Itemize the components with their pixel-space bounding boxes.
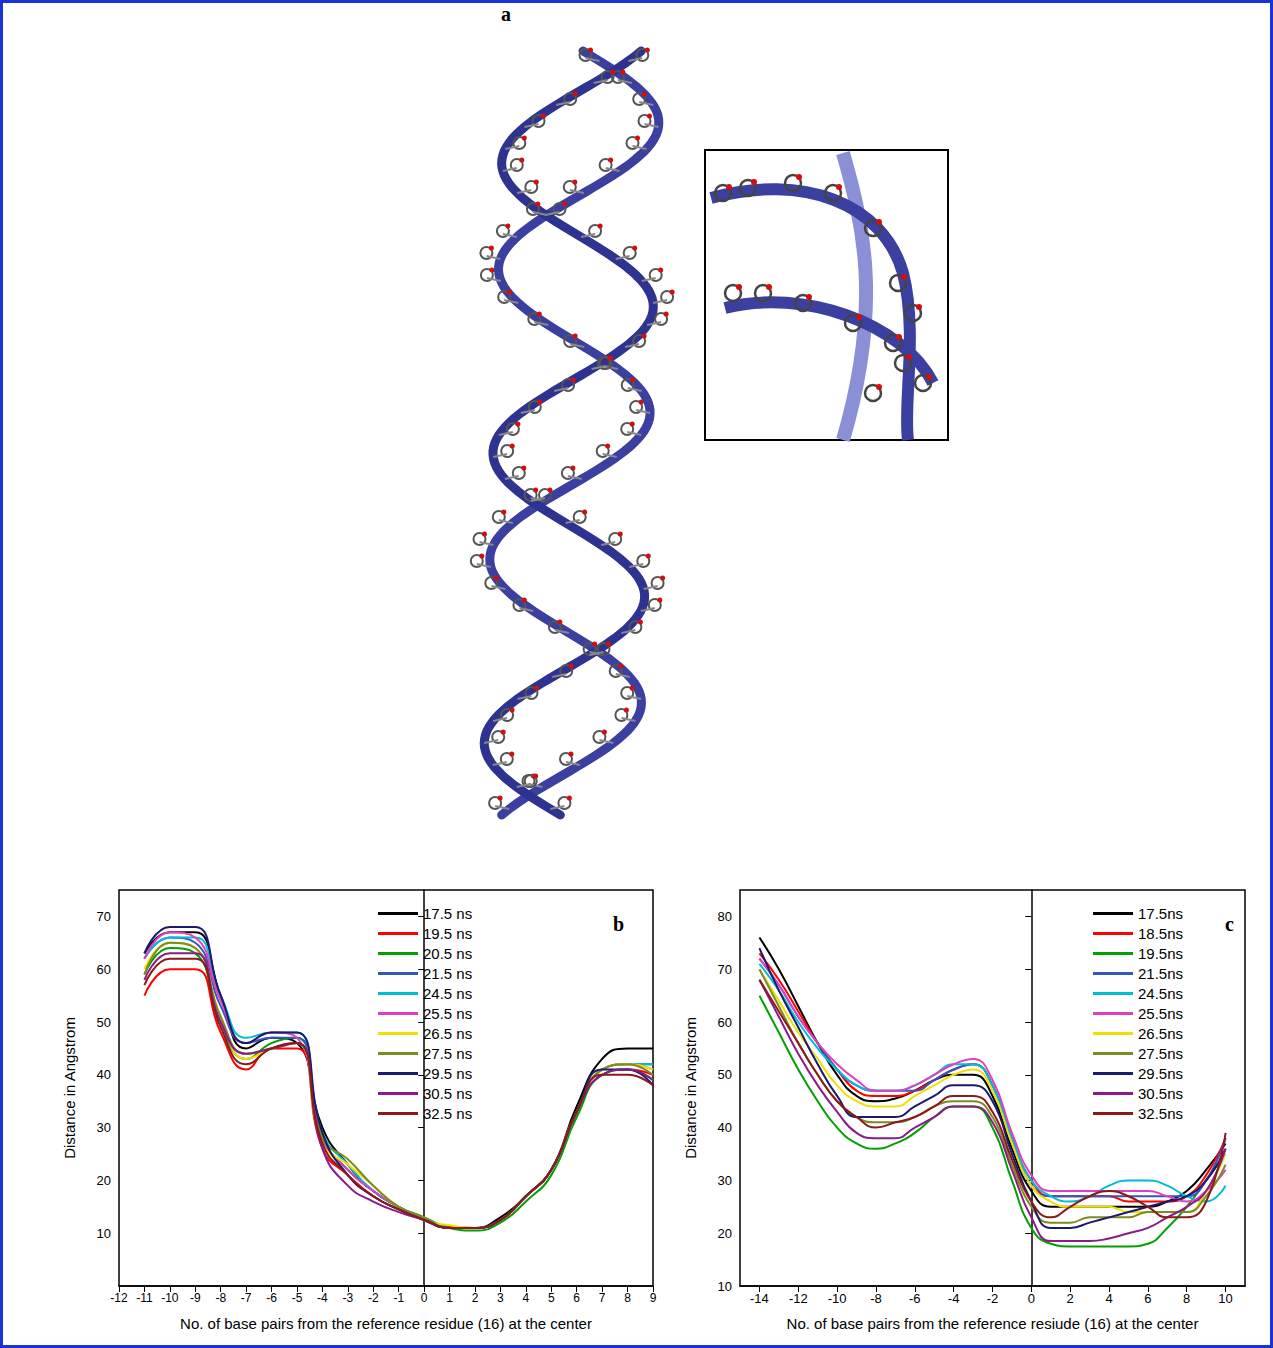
svg-text:25.5ns: 25.5ns bbox=[1138, 1005, 1183, 1022]
svg-text:10: 10 bbox=[1218, 1291, 1232, 1306]
svg-text:-10: -10 bbox=[828, 1291, 847, 1306]
svg-text:2: 2 bbox=[1067, 1291, 1074, 1306]
svg-text:17.5ns: 17.5ns bbox=[1138, 905, 1183, 922]
svg-text:27.5 ns: 27.5 ns bbox=[423, 1045, 472, 1062]
svg-text:Distance in Angstrom: Distance in Angstrom bbox=[61, 1017, 78, 1159]
svg-text:-11: -11 bbox=[136, 1291, 153, 1305]
svg-text:10: 10 bbox=[97, 1226, 111, 1241]
svg-text:21.5ns: 21.5ns bbox=[1138, 965, 1183, 982]
svg-text:8: 8 bbox=[624, 1291, 631, 1305]
svg-text:32.5ns: 32.5ns bbox=[1138, 1105, 1183, 1122]
svg-text:20: 20 bbox=[97, 1173, 111, 1188]
svg-text:26.5 ns: 26.5 ns bbox=[423, 1025, 472, 1042]
svg-text:-6: -6 bbox=[266, 1291, 277, 1305]
svg-text:9: 9 bbox=[650, 1291, 657, 1305]
svg-text:-8: -8 bbox=[215, 1291, 226, 1305]
svg-text:10: 10 bbox=[718, 1279, 732, 1294]
svg-text:7: 7 bbox=[599, 1291, 606, 1305]
svg-text:-6: -6 bbox=[909, 1291, 921, 1306]
svg-text:8: 8 bbox=[1183, 1291, 1190, 1306]
svg-text:-7: -7 bbox=[241, 1291, 252, 1305]
svg-text:3: 3 bbox=[497, 1291, 504, 1305]
svg-text:19.5 ns: 19.5 ns bbox=[423, 925, 472, 942]
svg-text:c: c bbox=[1225, 913, 1234, 935]
svg-text:No. of base pairs from the ref: No. of base pairs from the reference res… bbox=[787, 1315, 1199, 1332]
svg-text:0: 0 bbox=[421, 1291, 428, 1305]
svg-text:50: 50 bbox=[718, 1067, 732, 1082]
svg-text:80: 80 bbox=[718, 909, 732, 924]
svg-text:21.5 ns: 21.5 ns bbox=[423, 965, 472, 982]
svg-text:-4: -4 bbox=[948, 1291, 960, 1306]
svg-text:1: 1 bbox=[446, 1291, 453, 1305]
svg-text:24.5ns: 24.5ns bbox=[1138, 985, 1183, 1002]
svg-text:25.5 ns: 25.5 ns bbox=[423, 1005, 472, 1022]
svg-text:40: 40 bbox=[718, 1120, 732, 1135]
svg-text:-5: -5 bbox=[292, 1291, 303, 1305]
svg-text:-4: -4 bbox=[317, 1291, 328, 1305]
svg-text:50: 50 bbox=[97, 1015, 111, 1030]
svg-text:5: 5 bbox=[548, 1291, 555, 1305]
svg-text:60: 60 bbox=[97, 962, 111, 977]
svg-text:-10: -10 bbox=[161, 1291, 179, 1305]
svg-text:b: b bbox=[613, 913, 624, 935]
svg-text:27.5ns: 27.5ns bbox=[1138, 1045, 1183, 1062]
svg-text:70: 70 bbox=[97, 909, 111, 924]
svg-text:30: 30 bbox=[718, 1173, 732, 1188]
svg-text:4: 4 bbox=[523, 1291, 530, 1305]
svg-text:4: 4 bbox=[1105, 1291, 1112, 1306]
svg-text:19.5ns: 19.5ns bbox=[1138, 945, 1183, 962]
svg-text:-8: -8 bbox=[870, 1291, 882, 1306]
svg-text:0: 0 bbox=[1028, 1291, 1035, 1306]
svg-text:-2: -2 bbox=[368, 1291, 379, 1305]
svg-text:29.5ns: 29.5ns bbox=[1138, 1065, 1183, 1082]
svg-text:6: 6 bbox=[1144, 1291, 1151, 1306]
svg-text:29.5 ns: 29.5 ns bbox=[423, 1065, 472, 1082]
svg-text:-3: -3 bbox=[343, 1291, 354, 1305]
svg-text:40: 40 bbox=[97, 1067, 111, 1082]
svg-text:30.5ns: 30.5ns bbox=[1138, 1085, 1183, 1102]
svg-text:-12: -12 bbox=[110, 1291, 128, 1305]
svg-text:60: 60 bbox=[718, 1015, 732, 1030]
svg-text:20: 20 bbox=[718, 1226, 732, 1241]
svg-text:24.5 ns: 24.5 ns bbox=[423, 985, 472, 1002]
svg-text:No. of base pairs from the ref: No. of base pairs from the reference res… bbox=[180, 1315, 592, 1332]
svg-text:30: 30 bbox=[97, 1120, 111, 1135]
svg-text:a: a bbox=[501, 3, 511, 25]
svg-text:26.5ns: 26.5ns bbox=[1138, 1025, 1183, 1042]
svg-text:30.5 ns: 30.5 ns bbox=[423, 1085, 472, 1102]
svg-text:-12: -12 bbox=[789, 1291, 808, 1306]
svg-text:6: 6 bbox=[573, 1291, 580, 1305]
svg-text:32.5 ns: 32.5 ns bbox=[423, 1105, 472, 1122]
svg-text:-2: -2 bbox=[987, 1291, 999, 1306]
svg-text:Distance in Angstrom: Distance in Angstrom bbox=[682, 1017, 699, 1159]
svg-text:-14: -14 bbox=[750, 1291, 769, 1306]
svg-text:17.5 ns: 17.5 ns bbox=[423, 905, 472, 922]
svg-text:18.5ns: 18.5ns bbox=[1138, 925, 1183, 942]
svg-text:-1: -1 bbox=[393, 1291, 404, 1305]
svg-text:20.5 ns: 20.5 ns bbox=[423, 945, 472, 962]
svg-text:-9: -9 bbox=[190, 1291, 201, 1305]
svg-text:2: 2 bbox=[472, 1291, 479, 1305]
svg-text:70: 70 bbox=[718, 962, 732, 977]
